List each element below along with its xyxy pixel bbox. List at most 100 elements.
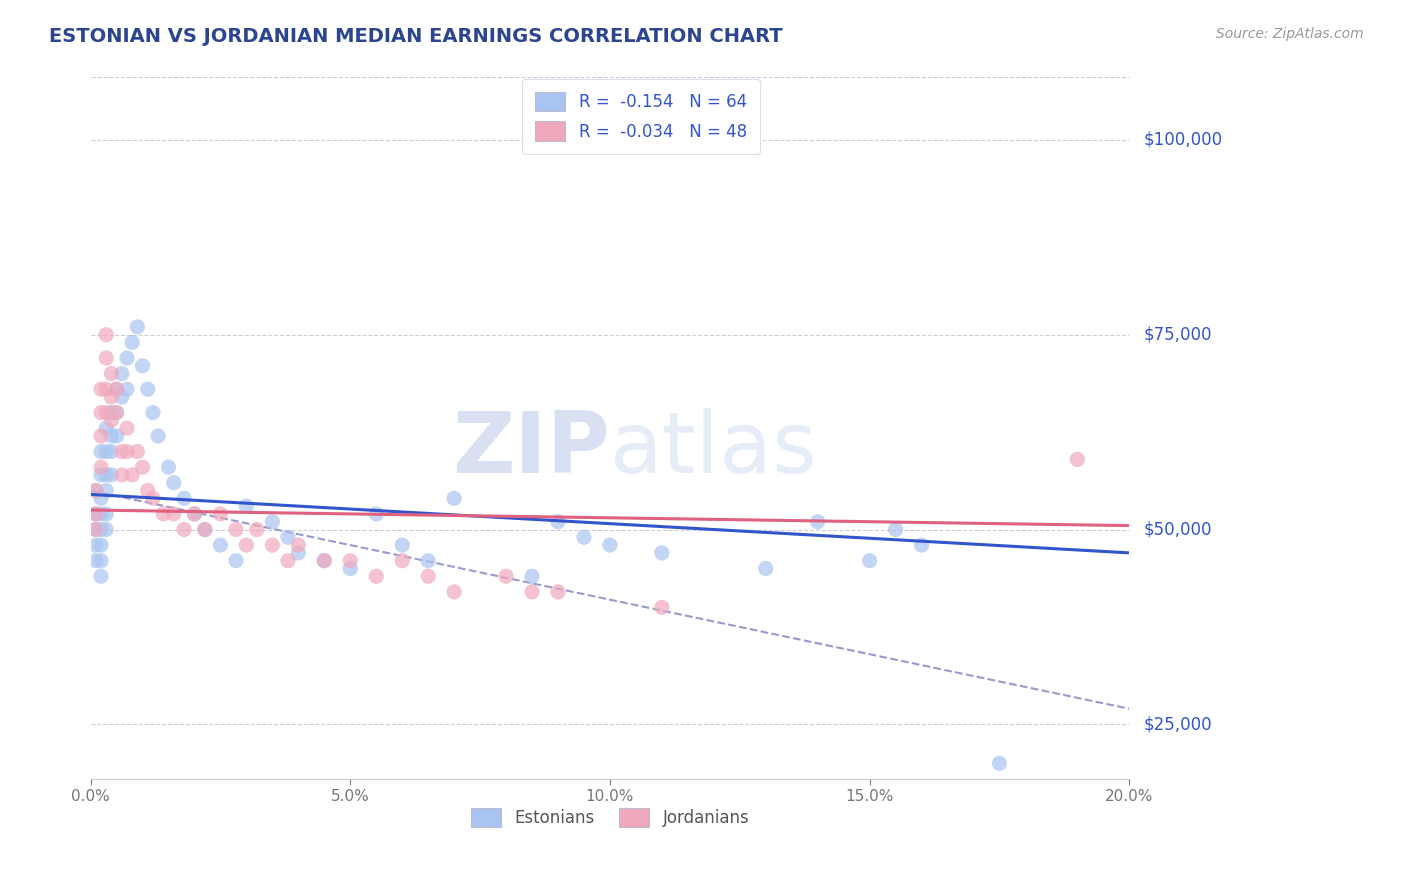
Point <box>163 507 186 521</box>
Point <box>90 467 112 482</box>
Point <box>96 421 118 435</box>
Legend: Estonians, Jordanians: Estonians, Jordanians <box>464 801 756 834</box>
Point <box>84 483 107 498</box>
Point <box>651 546 673 560</box>
Point <box>443 585 465 599</box>
Point <box>520 585 543 599</box>
Point <box>136 483 159 498</box>
Point <box>127 444 149 458</box>
Point <box>173 491 195 506</box>
Point <box>90 429 112 443</box>
Point <box>262 538 284 552</box>
Point <box>105 429 128 443</box>
Point <box>90 538 112 552</box>
Point <box>111 444 134 458</box>
Point <box>146 429 169 443</box>
Point <box>157 460 180 475</box>
Point <box>807 515 830 529</box>
Point <box>111 467 134 482</box>
Point <box>988 756 1011 771</box>
Text: ZIP: ZIP <box>453 408 610 491</box>
Point <box>96 467 118 482</box>
Point <box>277 554 299 568</box>
Point <box>96 327 118 342</box>
Point <box>115 382 138 396</box>
Point <box>90 569 112 583</box>
Point <box>391 538 413 552</box>
Point <box>96 382 118 396</box>
Point <box>339 554 361 568</box>
Point <box>90 507 112 521</box>
Point <box>131 460 153 475</box>
Point <box>572 530 595 544</box>
Text: ESTONIAN VS JORDANIAN MEDIAN EARNINGS CORRELATION CHART: ESTONIAN VS JORDANIAN MEDIAN EARNINGS CO… <box>49 27 783 45</box>
Point <box>100 367 122 381</box>
Point <box>105 406 128 420</box>
Point <box>90 491 112 506</box>
Point <box>225 554 247 568</box>
Text: $50,000: $50,000 <box>1143 521 1212 539</box>
Point <box>115 351 138 365</box>
Point <box>418 554 440 568</box>
Point <box>366 569 388 583</box>
Point <box>105 406 128 420</box>
Point <box>287 538 309 552</box>
Point <box>246 523 269 537</box>
Point <box>152 507 174 521</box>
Point <box>121 467 143 482</box>
Point <box>225 523 247 537</box>
Point <box>90 460 112 475</box>
Point <box>105 382 128 396</box>
Point <box>84 554 107 568</box>
Point <box>90 382 112 396</box>
Point <box>142 491 165 506</box>
Point <box>100 406 122 420</box>
Point <box>547 585 569 599</box>
Point <box>111 367 134 381</box>
Text: Source: ZipAtlas.com: Source: ZipAtlas.com <box>1216 27 1364 41</box>
Point <box>1066 452 1088 467</box>
Point <box>173 523 195 537</box>
Point <box>858 554 880 568</box>
Point <box>314 554 336 568</box>
Point <box>90 406 112 420</box>
Point <box>121 335 143 350</box>
Point <box>651 600 673 615</box>
Text: $75,000: $75,000 <box>1143 326 1212 343</box>
Point <box>418 569 440 583</box>
Point <box>142 406 165 420</box>
Point <box>100 467 122 482</box>
Point <box>547 515 569 529</box>
Point <box>96 406 118 420</box>
Point <box>163 475 186 490</box>
Point <box>127 319 149 334</box>
Point <box>115 444 138 458</box>
Point <box>84 483 107 498</box>
Point <box>391 554 413 568</box>
Point <box>194 523 217 537</box>
Point <box>262 515 284 529</box>
Point <box>209 507 232 521</box>
Point <box>209 538 232 552</box>
Point <box>84 538 107 552</box>
Point <box>277 530 299 544</box>
Point <box>84 507 107 521</box>
Point <box>96 483 118 498</box>
Point <box>96 444 118 458</box>
Point <box>84 507 107 521</box>
Point <box>100 444 122 458</box>
Point <box>90 554 112 568</box>
Point <box>131 359 153 373</box>
Text: atlas: atlas <box>610 408 818 491</box>
Point <box>884 523 907 537</box>
Point <box>495 569 517 583</box>
Point <box>100 413 122 427</box>
Point <box>90 523 112 537</box>
Point <box>115 421 138 435</box>
Point <box>910 538 932 552</box>
Point <box>105 382 128 396</box>
Point <box>96 523 118 537</box>
Point <box>339 561 361 575</box>
Point <box>443 491 465 506</box>
Point <box>96 351 118 365</box>
